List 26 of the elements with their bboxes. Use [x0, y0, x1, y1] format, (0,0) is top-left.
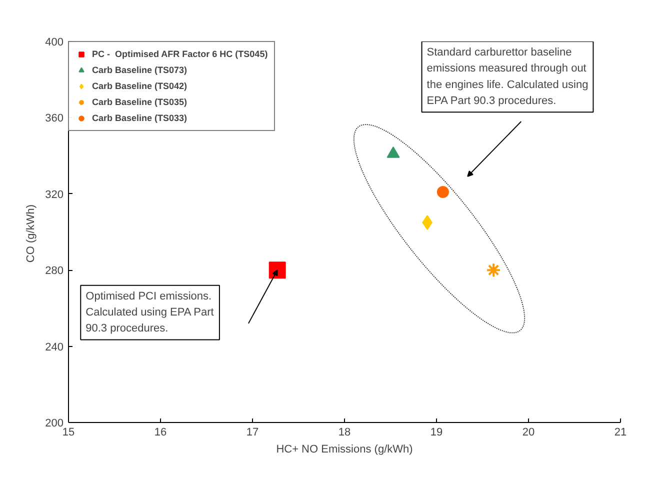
y-tick-label: 200 [45, 418, 64, 430]
y-tick-label: 360 [45, 112, 64, 125]
x-tick-label: 19 [430, 426, 443, 438]
x-tick-label: 21 [614, 426, 627, 438]
annotation: Optimised PCI emissions. Calculated using EPA Part 90.3 procedures. [86, 290, 214, 335]
legend-label: PC - Optimised AFR Factor 6 HC (TS045) [92, 48, 268, 60]
x-tick-label: 20 [522, 426, 535, 438]
y-tick-label: 400 [45, 36, 64, 48]
point [436, 186, 449, 198]
y-axis-title: CO (g/kWh) [25, 204, 38, 263]
point [386, 146, 400, 158]
y-tick-label: 320 [45, 188, 64, 201]
point [486, 262, 502, 278]
y-tick-label: 240 [45, 341, 64, 354]
x-tick-label: 15 [62, 426, 75, 438]
legend-label: Carb Baseline (TS033) [92, 112, 188, 124]
legend-label: Carb Baseline (TS042) [92, 80, 188, 92]
legend-label: Carb Baseline (TS073) [92, 64, 188, 76]
annotation: Standard carburettor baseline emissions measured through out the engines life. Calculated using EPA Part 90.3 procedures. [426, 46, 588, 108]
legend-label: Carb Baseline (TS035) [92, 96, 188, 108]
x-axis-title: HC+ NO Emissions (g/kWh) [276, 444, 413, 456]
x-tick-label: 17 [246, 426, 259, 438]
x-tick-label: 18 [338, 426, 351, 438]
point [268, 262, 286, 279]
y-tick-label: 280 [45, 265, 64, 278]
x-tick-label: 16 [154, 426, 167, 438]
